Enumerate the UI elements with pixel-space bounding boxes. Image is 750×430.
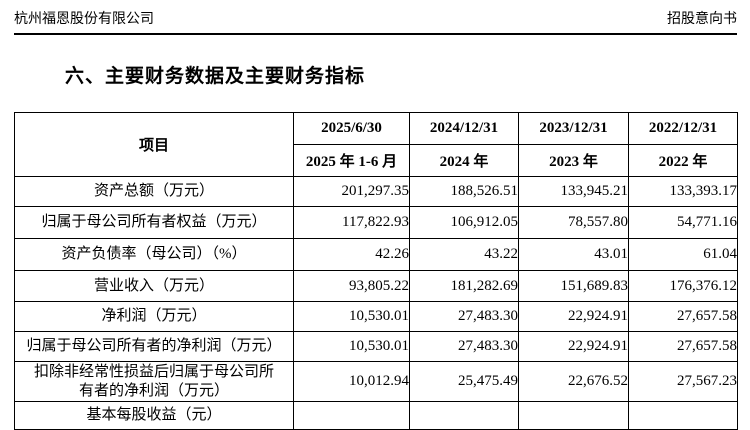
header-row-dates: 项目 2025/6/30 2024/12/31 2023/12/31 2022/…: [14, 112, 738, 177]
row-value: 22,924.91: [518, 331, 629, 362]
table-row: 资产总额（万元） 201,297.35 188,526.51 133,945.21 13…: [14, 176, 738, 207]
period-header-2024: 2024 年: [409, 144, 519, 177]
table-row: 资产负债率（母公司）（%） 42.26 43.22 43.01 61.04: [14, 238, 738, 271]
row-value: 43.01: [518, 238, 629, 271]
date-header-2022: 2022/12/31: [628, 112, 738, 145]
section-title: 六、主要财务数据及主要财务指标: [65, 66, 366, 87]
row-value: 27,483.30: [409, 331, 519, 362]
row-value: 133,945.21: [518, 176, 629, 207]
period-header-2022: 2022 年: [628, 144, 738, 177]
row-value: [518, 401, 629, 430]
row-value: 106,912.05: [409, 206, 519, 239]
row-value: 133,393.17: [628, 176, 738, 207]
row-value: 78,557.80: [518, 206, 629, 239]
row-value: 25,475.49: [409, 361, 519, 402]
row-value: 27,567.23: [628, 361, 738, 402]
table-body: 资产总额（万元） 201,297.35 188,526.51 133,945.21 13…: [14, 176, 738, 430]
row-value: 10,530.01: [293, 301, 410, 332]
row-value: 27,483.30: [409, 301, 519, 332]
row-value: 181,282.69: [409, 270, 519, 302]
row-value: 27,657.58: [628, 301, 738, 332]
row-label: 扣除非经常性损益后归属于母公司所 有者的净利润（万元）: [14, 361, 294, 402]
row-value: 176,376.12: [628, 270, 738, 302]
table-row-partial: 基本每股收益（元）: [14, 401, 738, 430]
table-row: 净利润（万元） 10,530.01 27,483.30 22,924.91 27,657…: [14, 301, 738, 332]
row-value: [293, 401, 410, 430]
row-label: 归属于母公司所有者权益（万元）: [14, 206, 294, 239]
date-header-2024: 2024/12/31: [409, 112, 519, 145]
row-value: 42.26: [293, 238, 410, 271]
row-value: 151,689.83: [518, 270, 629, 302]
row-value: 27,657.58: [628, 331, 738, 362]
prospectus-page: { "page": { "company_name": "杭州福恩股份有限公司"…: [0, 11, 750, 430]
table-row: 归属于母公司所有者权益（万元） 117,822.93 106,912.05 78,55…: [14, 206, 738, 239]
row-value: 22,676.52: [518, 361, 629, 402]
header-row-periods: 2025 年 1-6 月 2024 年 2023 年 2022 年: [15, 144, 738, 177]
table-head: 项目 2025/6/30 2024/12/31 2023/12/31 2022/…: [14, 112, 738, 177]
row-value: 43.22: [409, 238, 519, 271]
row-value: 61.04: [628, 238, 738, 271]
row-label: 资产负债率（母公司）（%）: [14, 238, 294, 271]
table-row: 扣除非经常性损益后归属于母公司所 有者的净利润（万元） 10,012.94 25,4…: [14, 361, 738, 402]
row-value: [409, 401, 519, 430]
table-row: 营业收入（万元） 93,805.22 181,282.69 151,689.83 176…: [14, 270, 738, 302]
date-header-2023: 2023/12/31: [518, 112, 629, 145]
item-column-header: 项目: [14, 112, 294, 177]
financial-data-table: 项目 2025/6/30 2024/12/31 2023/12/31 2022/…: [14, 112, 738, 430]
row-label: 净利润（万元）: [14, 301, 294, 332]
row-value: 22,924.91: [518, 301, 629, 332]
row-value: 117,822.93: [293, 206, 410, 239]
table-row: 归属于母公司所有者的净利润（万元） 10,530.01 27,483.30 22,92…: [14, 331, 738, 362]
row-value: 10,530.01: [293, 331, 410, 362]
row-value: [628, 401, 738, 430]
header-divider: [14, 33, 737, 35]
period-header-2025: 2025 年 1-6 月: [293, 144, 410, 177]
row-label: 归属于母公司所有者的净利润（万元）: [14, 331, 294, 362]
doc-type-label: 招股意向书: [667, 12, 737, 27]
row-value: 54,771.16: [628, 206, 738, 239]
row-value: 93,805.22: [293, 270, 410, 302]
row-label: 基本每股收益（元）: [14, 401, 294, 430]
row-label: 资产总额（万元）: [14, 176, 294, 207]
row-value: 10,012.94: [293, 361, 410, 402]
company-name: 杭州福恩股份有限公司: [14, 12, 154, 27]
row-value: 188,526.51: [409, 176, 519, 207]
row-label: 营业收入（万元）: [14, 270, 294, 302]
row-value: 201,297.35: [293, 176, 410, 207]
period-header-2023: 2023 年: [518, 144, 629, 177]
page-header: 杭州福恩股份有限公司 招股意向书: [14, 11, 737, 28]
date-header-2025: 2025/6/30: [293, 112, 410, 145]
